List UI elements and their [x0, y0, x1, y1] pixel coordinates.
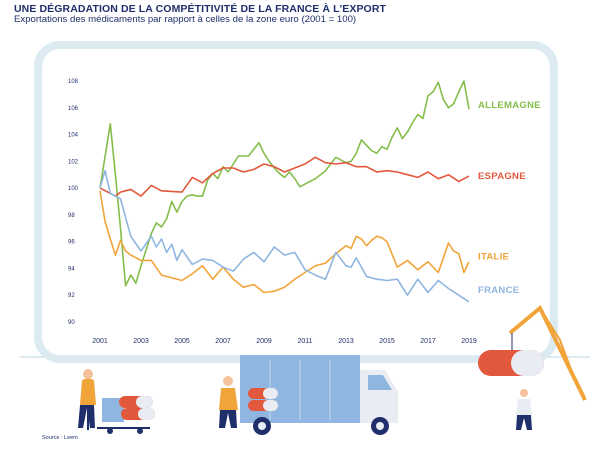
- y-tick-label: 96: [68, 240, 75, 246]
- x-tick-label: 2017: [420, 338, 436, 345]
- series-label-espagne: ESPAGNE: [478, 171, 526, 182]
- source-note: Source : Leem: [42, 435, 78, 441]
- chart-subtitle: Exportations des médicaments par rapport…: [14, 14, 357, 25]
- series-line-france: [99, 169, 470, 303]
- x-tick-label: 2005: [174, 338, 190, 345]
- series-label-france: FRANCE: [478, 285, 519, 296]
- crane-illustration: [478, 304, 587, 430]
- y-tick-label: 106: [68, 106, 79, 112]
- series-line-espagne: [99, 156, 470, 197]
- chart-title: UNE DÉGRADATION DE LA COMPÉTITIVITÉ DE L…: [14, 3, 387, 15]
- y-tick-label: 98: [68, 213, 75, 219]
- series-labels: ALLEMAGNE ESPAGNE ITALIE FRANCE: [478, 100, 541, 296]
- worker-handtruck-illustration: [78, 369, 155, 434]
- x-tick-label: 2003: [133, 338, 149, 345]
- x-tick-label: 2007: [215, 338, 231, 345]
- y-tick-label: 94: [68, 266, 75, 272]
- series-lines: [99, 80, 470, 303]
- series-line-italie: [99, 190, 470, 294]
- series-label-italie: ITALIE: [478, 251, 509, 262]
- series-line-allemagne: [99, 80, 470, 287]
- chart-frame: [34, 41, 558, 363]
- axes-group: 90 92 94 96 98 100 102 104 106 108 2001 2003 2005 200…: [68, 79, 477, 345]
- x-tick-label: 2013: [338, 338, 354, 345]
- x-tick-label: 2015: [379, 338, 395, 345]
- series-label-allemagne: ALLEMAGNE: [478, 100, 541, 111]
- y-tick-label: 104: [68, 133, 79, 139]
- y-tick-label: 92: [68, 293, 75, 299]
- y-tick-label: 108: [68, 79, 79, 85]
- y-tick-label: 90: [68, 320, 75, 326]
- y-tick-label: 100: [68, 186, 79, 192]
- x-tick-label: 2011: [297, 338, 312, 345]
- y-tick-label: 102: [68, 159, 79, 165]
- x-tick-label: 2019: [461, 338, 477, 345]
- truck-illustration: [219, 355, 398, 435]
- x-tick-label: 2009: [256, 338, 272, 345]
- x-tick-label: 2001: [92, 338, 108, 345]
